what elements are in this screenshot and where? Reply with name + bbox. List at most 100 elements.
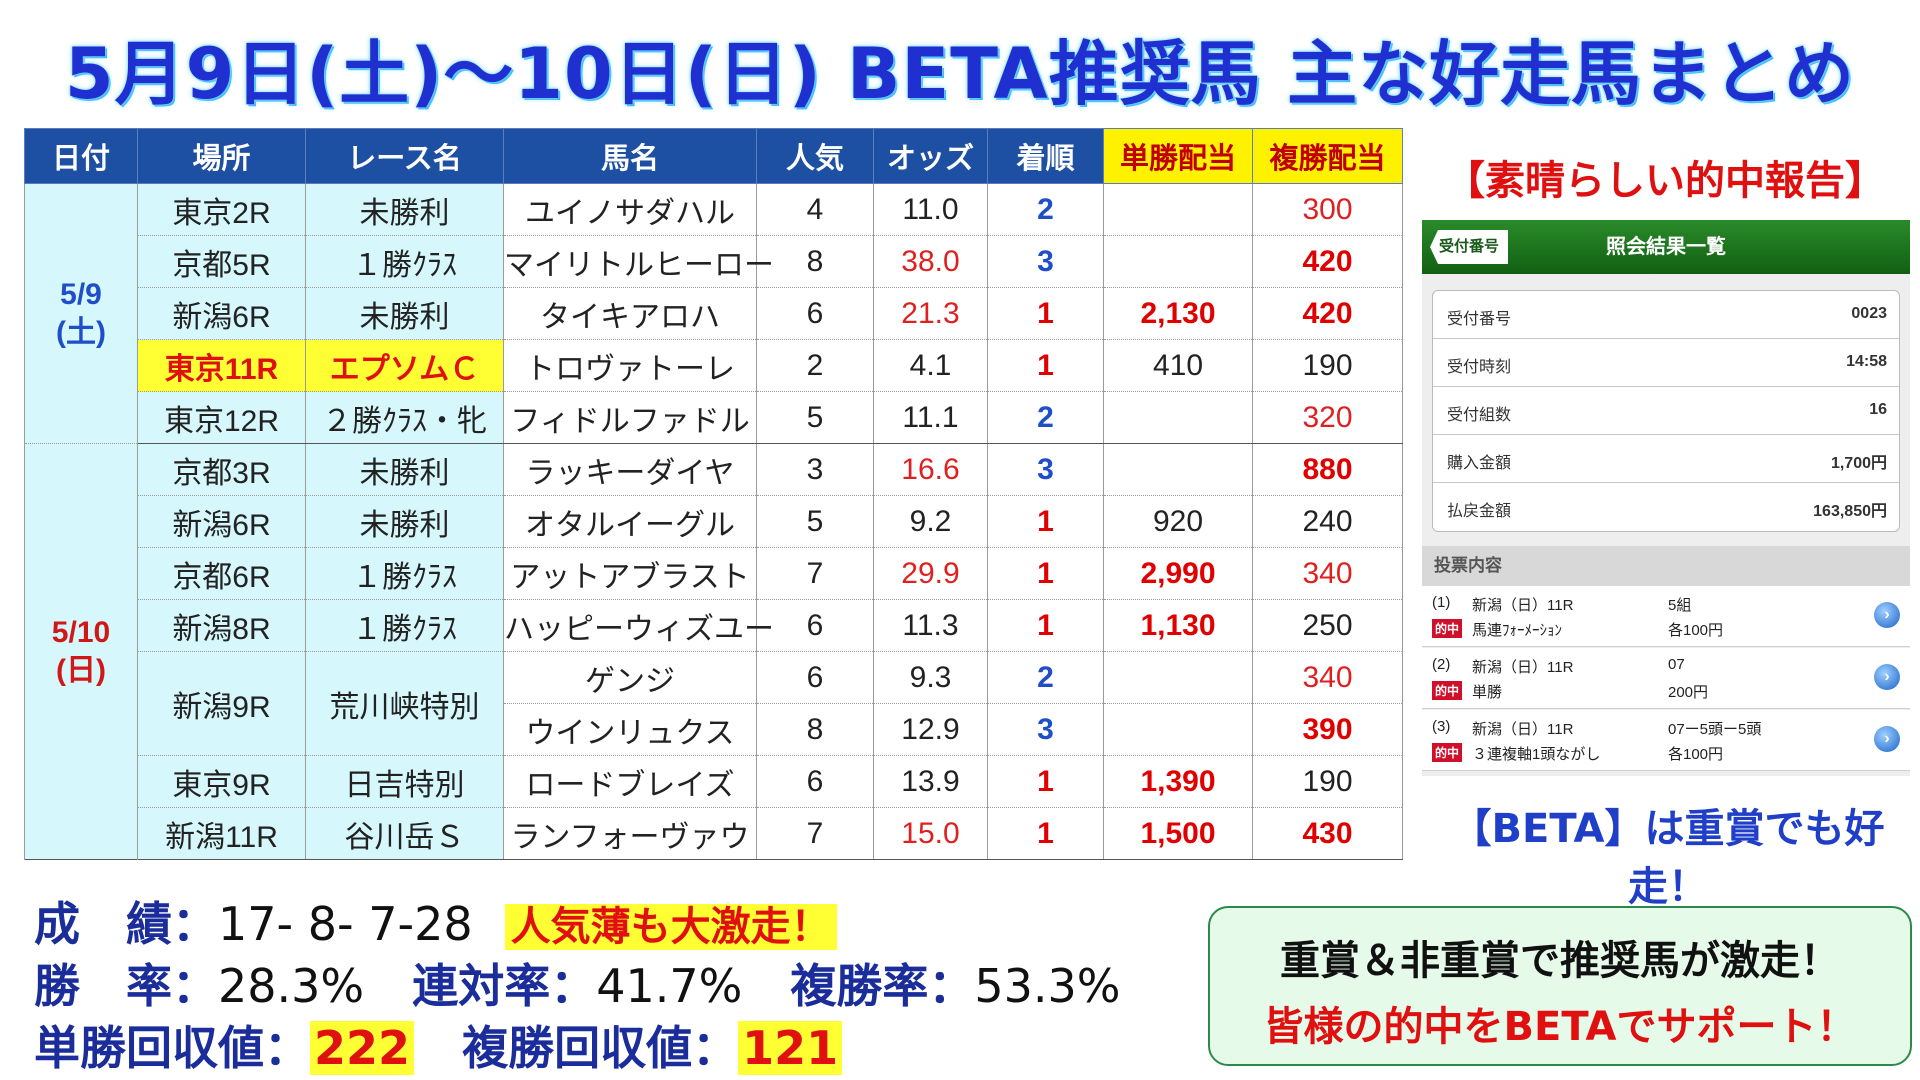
- horse-cell: アットアブラスト: [503, 547, 757, 600]
- col-header-popularity: 人気: [756, 128, 874, 184]
- bet-type: 馬連ﾌｫｰﾒｰｼｮﾝ: [1472, 622, 1563, 639]
- race-cell: 日吉特別: [305, 755, 504, 808]
- record-line: 成 績：17- 8- 7-28 人気薄も大激走！: [34, 888, 837, 954]
- chevron-right-circle-icon[interactable]: ›: [1874, 726, 1900, 752]
- finish-cell: 2: [987, 651, 1104, 704]
- bet-number: (1): [1432, 594, 1451, 611]
- chevron-right-circle-icon[interactable]: ›: [1874, 602, 1900, 628]
- odds-cell: 9.3: [873, 651, 988, 704]
- receipt-key: 購入金額: [1447, 455, 1512, 472]
- race-cell: 荒川峡特別: [305, 651, 504, 756]
- receipt-row: 受付番号 0023: [1433, 291, 1899, 339]
- win-payout-cell: [1103, 183, 1253, 236]
- pop-cell: 7: [756, 807, 874, 860]
- place-cell: 東京2R: [137, 183, 306, 236]
- receipt-row: 購入金額 1,700円: [1433, 435, 1899, 483]
- quinella-rate-label: 連対率：: [412, 959, 597, 1013]
- receipt-value: 163,850円: [1813, 503, 1887, 520]
- bet-item[interactable]: (3) 新潟（日）11R 的中 ３連複軸1頭ながし 07ー5頭ー5頭 各100円…: [1422, 710, 1910, 771]
- table-row-highlight: 東京11R エプソムＣ トロヴァトーレ 2 4.1 1 410 190: [25, 339, 1403, 392]
- bet-item[interactable]: (1) 新潟（日）11R 的中 馬連ﾌｫｰﾒｰｼｮﾝ 5組 各100円 ›: [1422, 586, 1910, 647]
- bet-count: 07ー5頭ー5頭: [1668, 721, 1762, 738]
- place-cell: 新潟8R: [137, 599, 306, 652]
- table-row: 新潟6R 未勝利 オタルイーグル 5 9.2 1 920 240: [25, 495, 1403, 548]
- odds-cell: 16.6: [873, 443, 988, 496]
- win-rate-label: 勝 率：: [34, 959, 218, 1013]
- place-cell: 京都6R: [137, 547, 306, 600]
- bet-type: 単勝: [1472, 684, 1503, 701]
- rate-line: 勝 率：28.3% 連対率：41.7% 複勝率：53.3%: [34, 950, 1121, 1016]
- place-cell: 新潟11R: [137, 807, 306, 860]
- win-payout-cell: 410: [1103, 339, 1253, 392]
- date-cell: 5/10 (日): [24, 443, 138, 860]
- receipt-key: 払戻金額: [1447, 503, 1512, 520]
- show-return-label: 複勝回収値：: [462, 1021, 739, 1075]
- bet-amount: 各100円: [1668, 746, 1724, 763]
- table-row: 京都5R １勝ｸﾗｽ マイリトルヒーロー 8 38.0 3 420: [25, 235, 1403, 288]
- place-payout-cell: 250: [1252, 599, 1403, 652]
- horse-cell: オタルイーグル: [503, 495, 757, 548]
- table-header-row: 日付 場所 レース名 馬名 人気 オッズ 着順 単勝配当 複勝配当: [24, 128, 1403, 184]
- record-badge: 人気薄も大激走！: [504, 904, 837, 950]
- bet-item[interactable]: (2) 新潟（日）11R 的中 単勝 07 200円 ›: [1422, 648, 1910, 709]
- bet-race: 新潟（日）11R: [1472, 659, 1574, 676]
- pop-cell: 5: [756, 495, 874, 548]
- bet-number: (2): [1432, 656, 1451, 673]
- col-header-race: レース名: [305, 128, 504, 184]
- bet-amount: 各100円: [1668, 622, 1724, 639]
- horse-cell: ロードブレイズ: [503, 755, 757, 808]
- receipt-header: 照会結果一覧 受付番号: [1422, 220, 1910, 274]
- place-payout-cell: 300: [1252, 183, 1403, 236]
- pop-cell: 7: [756, 547, 874, 600]
- chevron-right-circle-icon[interactable]: ›: [1874, 664, 1900, 690]
- receipt-row: 受付時刻 14:58: [1433, 339, 1899, 387]
- race-cell: 未勝利: [305, 287, 504, 340]
- pop-cell: 6: [756, 599, 874, 652]
- race-cell: １勝ｸﾗｽ: [305, 235, 504, 288]
- odds-cell: 11.1: [873, 391, 988, 444]
- place-payout-cell: 190: [1252, 339, 1403, 392]
- promo-line-2: 皆様の的中をBETAでサポート！: [1263, 1004, 1857, 1050]
- win-payout-cell: [1103, 443, 1253, 496]
- receipt-panel: 照会結果一覧 受付番号 受付番号 0023 受付時刻 14:58 受付組数 16 購入…: [1422, 220, 1910, 776]
- win-rate-value: 28.3%: [218, 959, 365, 1013]
- race-cell: 谷川岳Ｓ: [305, 807, 504, 860]
- horse-cell: ランフォーヴァウ: [503, 807, 757, 860]
- odds-cell: 15.0: [873, 807, 988, 860]
- pop-cell: 5: [756, 391, 874, 444]
- promo-box: 重賞＆非重賞で推奨馬が激走！ 皆様の的中をBETAでサポート！: [1208, 906, 1912, 1066]
- col-header-win-payout: 単勝配当: [1103, 128, 1253, 184]
- win-payout-cell: 1,500: [1103, 807, 1253, 860]
- place-payout-cell: 420: [1252, 287, 1403, 340]
- receipt-summary: 受付番号 0023 受付時刻 14:58 受付組数 16 購入金額 1,700円 払戻金…: [1432, 290, 1900, 532]
- place-payout-cell: 880: [1252, 443, 1403, 496]
- show-rate-label: 複勝率：: [790, 959, 975, 1013]
- horse-cell: ゲンジ: [503, 651, 757, 704]
- bet-section-header: 投票内容: [1422, 546, 1910, 586]
- win-payout-cell: 2,990: [1103, 547, 1253, 600]
- horse-cell: タイキアロハ: [503, 287, 757, 340]
- odds-cell: 11.0: [873, 183, 988, 236]
- race-cell: 未勝利: [305, 183, 504, 236]
- pop-cell: 6: [756, 651, 874, 704]
- pop-cell: 3: [756, 443, 874, 496]
- race-cell: １勝ｸﾗｽ: [305, 599, 504, 652]
- pop-cell: 8: [756, 703, 874, 756]
- place-cell: 東京12R: [137, 391, 306, 444]
- pop-cell: 4: [756, 183, 874, 236]
- place-payout-cell: 390: [1252, 703, 1403, 756]
- place-cell: 東京11R: [137, 339, 306, 392]
- table-row: 新潟9R 荒川峡特別 ゲンジ 6 9.3 2 340: [25, 651, 1403, 756]
- finish-cell: 1: [987, 495, 1104, 548]
- col-header-horse: 馬名: [503, 128, 757, 184]
- receipt-value: 16: [1869, 401, 1887, 418]
- table-row: 5/9 (土) 東京2R 未勝利 ユイノサダハル 4 11.0 2 300: [24, 183, 1403, 444]
- race-cell: １勝ｸﾗｽ: [305, 547, 504, 600]
- receipt-tag-button[interactable]: 受付番号: [1430, 230, 1508, 264]
- receipt-key: 受付組数: [1447, 407, 1512, 424]
- report-heading: 【素晴らしい的中報告】: [1445, 158, 1885, 204]
- win-payout-cell: [1103, 235, 1253, 288]
- bet-race: 新潟（日）11R: [1472, 721, 1574, 738]
- place-cell: 京都3R: [137, 443, 306, 496]
- finish-cell: 1: [987, 599, 1104, 652]
